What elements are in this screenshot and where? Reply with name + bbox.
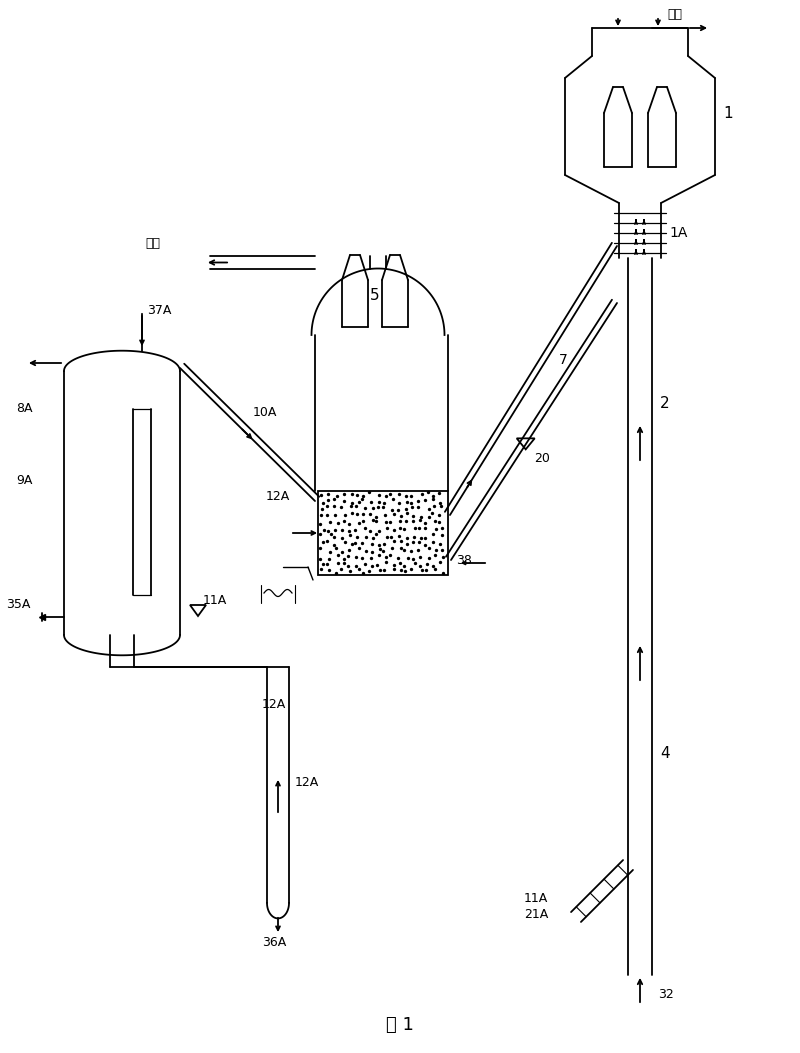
Text: 36A: 36A	[262, 936, 286, 950]
Text: 32: 32	[658, 989, 674, 1001]
Text: 12A: 12A	[295, 776, 319, 790]
Text: 37A: 37A	[147, 304, 171, 318]
Text: 1A: 1A	[669, 226, 687, 240]
Text: 21A: 21A	[524, 908, 548, 920]
Text: 产品: 产品	[667, 7, 682, 20]
Bar	[318, 491, 448, 575]
Text: 10A: 10A	[253, 406, 277, 419]
Text: 8A: 8A	[16, 401, 33, 415]
Text: 12A: 12A	[262, 698, 286, 712]
Text: 5: 5	[370, 287, 380, 302]
Text: 11A: 11A	[203, 595, 227, 608]
Text: 2: 2	[660, 396, 670, 411]
Text: 烟气: 烟气	[145, 237, 160, 250]
Text: 7: 7	[558, 354, 567, 367]
Text: 图 1: 图 1	[386, 1016, 414, 1034]
Text: 1: 1	[723, 105, 733, 120]
Text: 38: 38	[456, 554, 472, 567]
Text: 11A: 11A	[524, 893, 548, 906]
Text: 9A: 9A	[16, 475, 32, 488]
Text: 20: 20	[534, 452, 550, 464]
Text: 4: 4	[660, 746, 670, 760]
Text: 12A: 12A	[266, 490, 290, 502]
Text: 35A: 35A	[6, 597, 30, 611]
